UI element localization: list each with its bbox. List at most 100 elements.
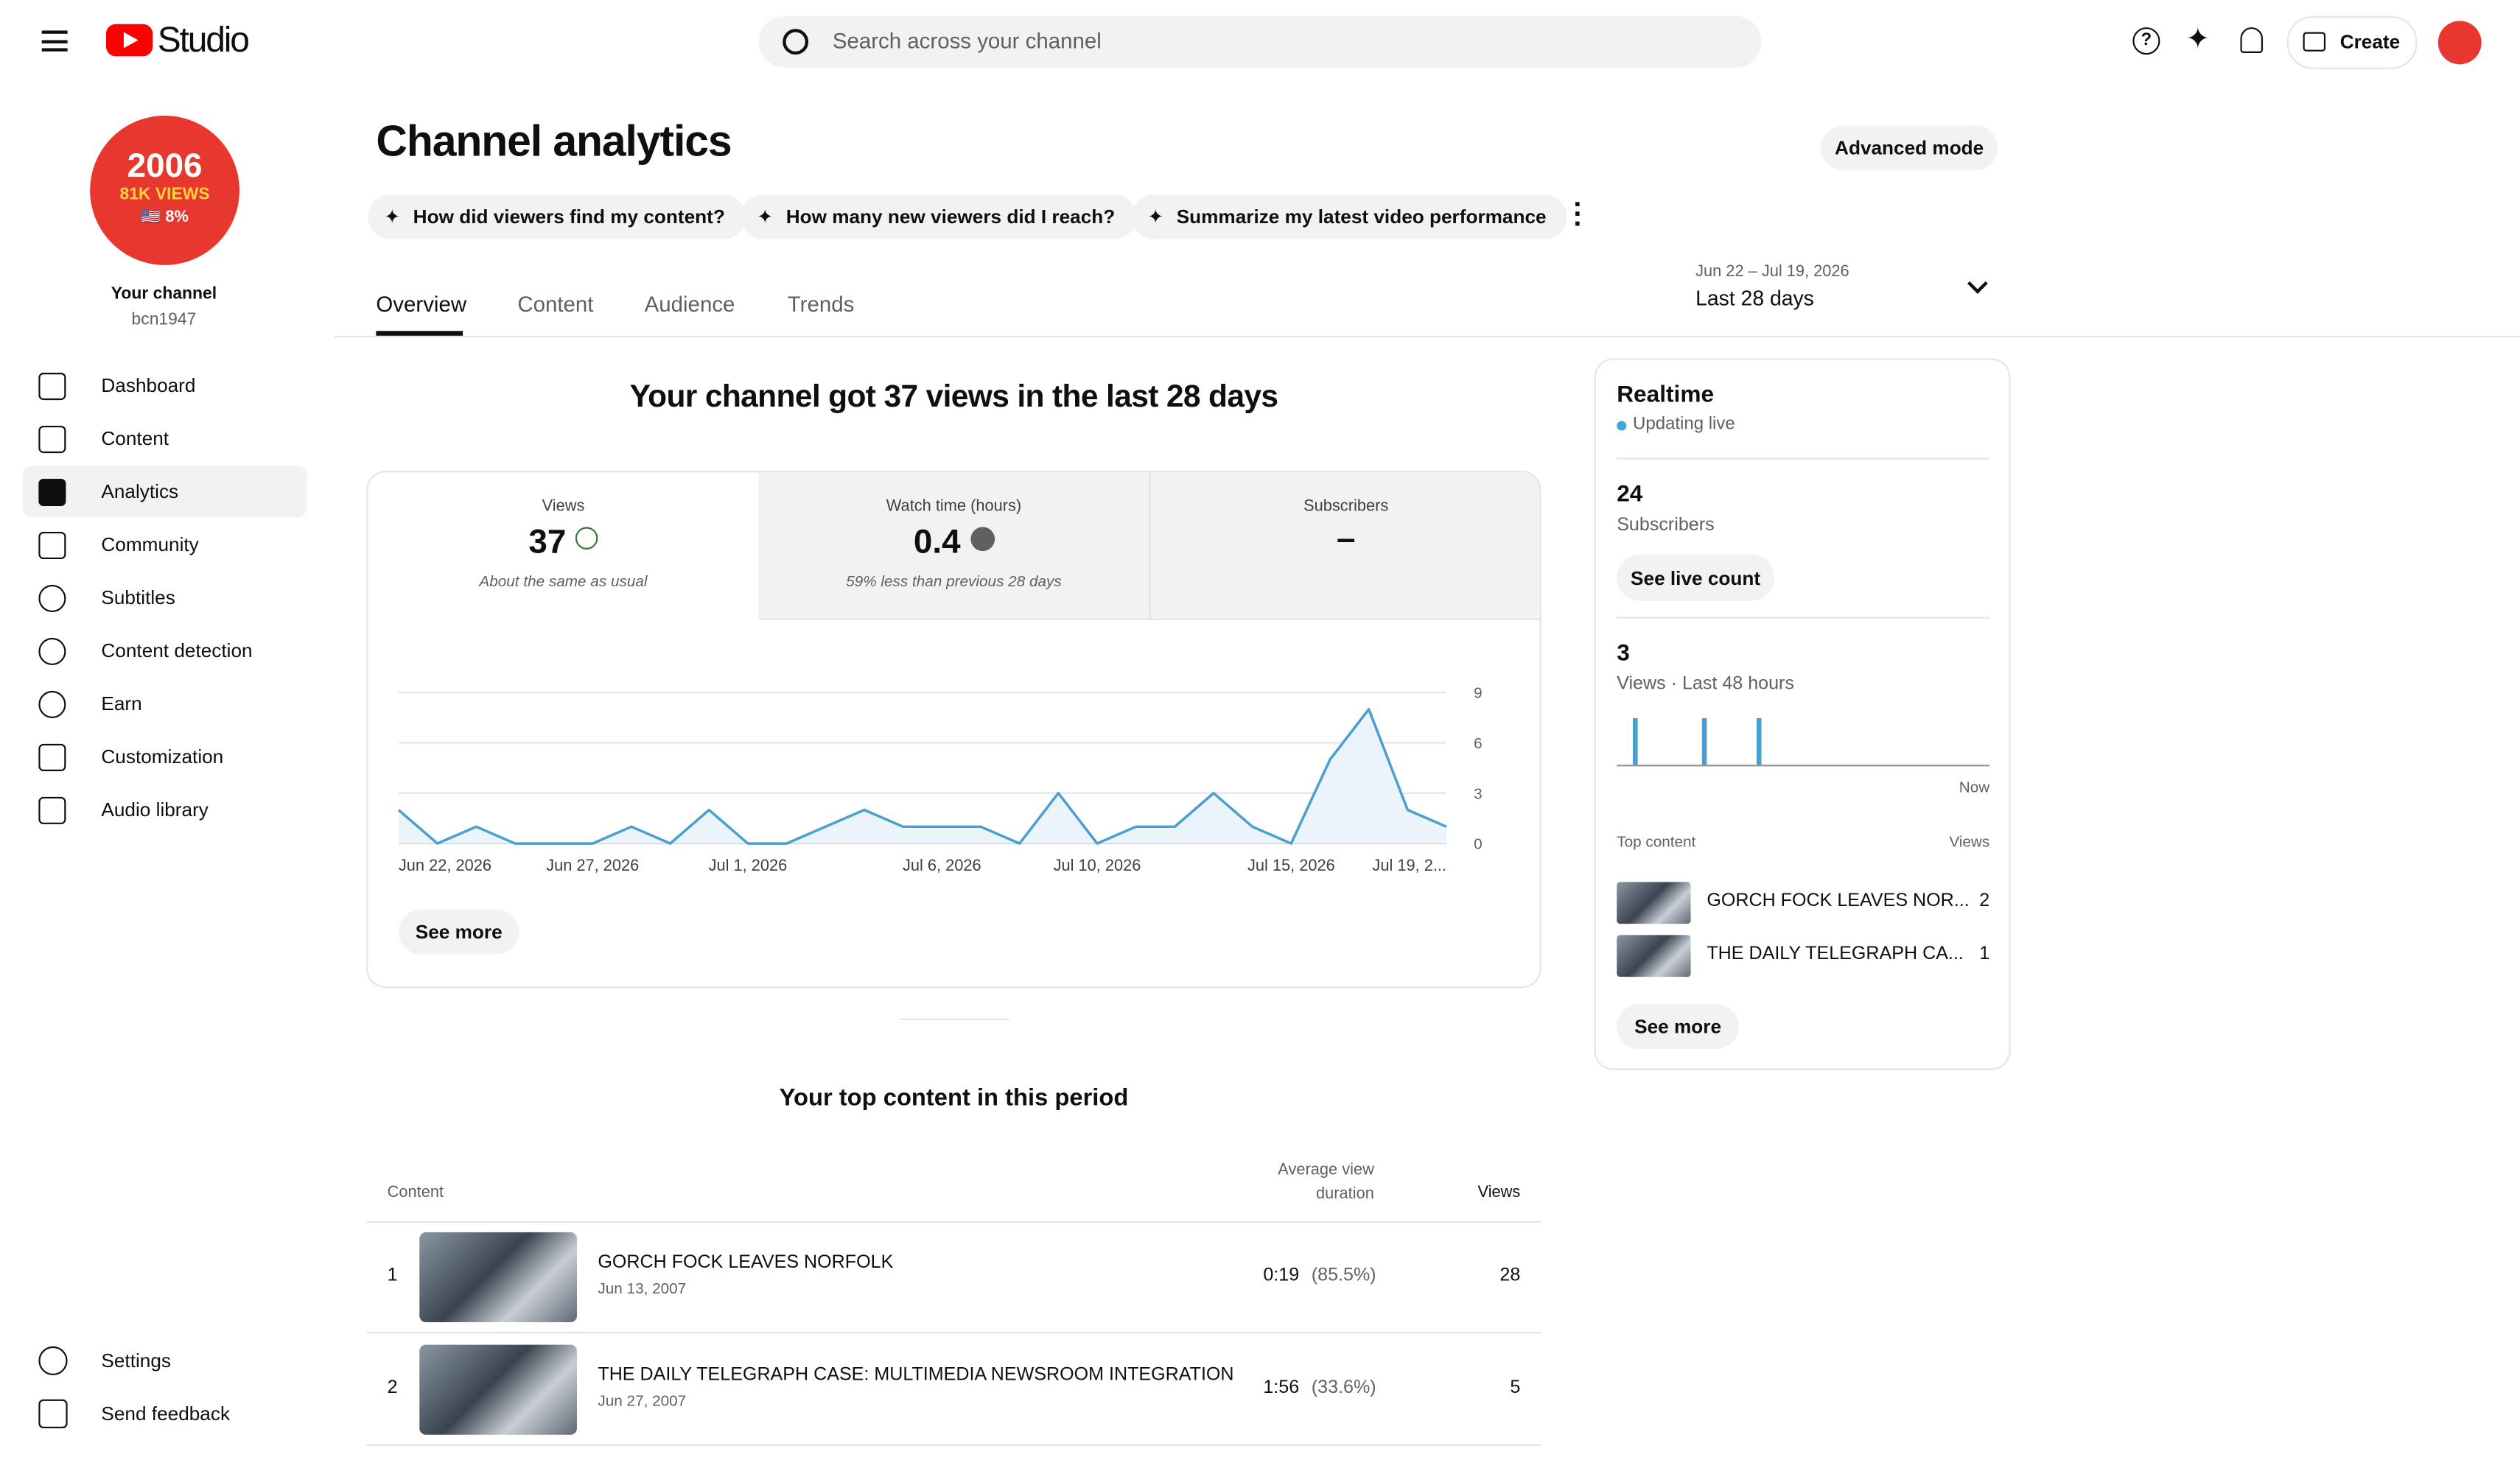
column-header[interactable]: Average view duration (1278, 1161, 1374, 1204)
tab[interactable]: Content (517, 292, 594, 317)
y-tick-label: 0 (1474, 836, 1483, 853)
top-video-title[interactable]: GORCH FOCK LEAVES NOR... (1707, 891, 1970, 911)
sparkle-button[interactable]: ✦ (2185, 22, 2211, 55)
metric-label[interactable]: Views (542, 498, 585, 516)
date-range-label[interactable]: Last 28 days (1695, 286, 1814, 310)
chip-label: How many new viewers did I reach? (785, 206, 1116, 228)
metric-value[interactable]: – (1336, 520, 1356, 558)
nav-item[interactable]: Dashboard (101, 374, 196, 397)
live-count-button[interactable]: See live count (1617, 554, 1774, 601)
avg-percent: (85.5%) (1311, 1265, 1376, 1285)
nav-item[interactable]: Customization (101, 745, 224, 768)
logo-text[interactable]: Studio (157, 19, 250, 60)
metric-value[interactable]: 0.4 (758, 524, 1149, 562)
thumbnail[interactable] (1617, 882, 1691, 924)
nav-item[interactable]: Earn (101, 692, 142, 715)
nav-icon (38, 425, 66, 454)
create-icon (2303, 32, 2326, 52)
avatar-line: 🇺🇸 8% (141, 208, 189, 227)
suggestion-chip[interactable]: ✦ Summarize my latest video performance (1131, 194, 1567, 239)
avg-duration: 0:19 (1263, 1265, 1300, 1285)
views: 28 (1499, 1265, 1521, 1285)
nav-icon (38, 1399, 68, 1429)
views: 5 (1510, 1378, 1521, 1398)
account-avatar[interactable] (2437, 21, 2482, 65)
see-more-button[interactable]: See more (1617, 1004, 1739, 1050)
nav-icon (38, 743, 66, 771)
advanced-mode-button[interactable]: Advanced mode (1821, 125, 1998, 171)
x-tick-label: Jul 10, 2026 (1054, 856, 1141, 874)
video-date: Jun 27, 2007 (598, 1393, 687, 1411)
date-range-dates[interactable]: Jun 22 – Jul 19, 2026 (1695, 263, 1849, 281)
chip-icon: ✦ (384, 206, 401, 228)
views-count: 3 (1617, 641, 1630, 667)
suggestion-chip[interactable]: ✦ How many new viewers did I reach? (741, 194, 1136, 239)
divider (1617, 617, 1990, 619)
metric-label[interactable]: Subscribers (1303, 498, 1389, 516)
divider (900, 1018, 1009, 1021)
realtime-status: Updating live (1633, 414, 1735, 434)
nav-item[interactable]: Subtitles (101, 586, 175, 609)
thumbnail[interactable] (1617, 935, 1691, 977)
x-tick-label: Jun 22, 2026 (399, 856, 491, 874)
search-box[interactable]: Search across your channel (758, 15, 1762, 68)
chip-label: How did viewers find my content? (413, 206, 725, 228)
page-title: Channel analytics (376, 117, 732, 166)
line-area (398, 709, 1447, 844)
nav-item[interactable]: Content (101, 427, 169, 450)
metric-note: About the same as usual (479, 573, 648, 591)
column-header[interactable]: Views (1477, 1184, 1521, 1202)
nav-item[interactable]: Send feedback (101, 1402, 231, 1425)
channel-avatar[interactable]: 2006 81K VIEWS 🇺🇸 8% (90, 116, 239, 265)
nav-item[interactable]: Audio library (101, 798, 209, 821)
subscriber-label: Subscribers (1617, 516, 1715, 536)
video-date: Jun 13, 2007 (598, 1280, 687, 1299)
video-title[interactable]: GORCH FOCK LEAVES NORFOLK (598, 1253, 894, 1273)
divider (1617, 457, 1990, 460)
tab[interactable]: Audience (644, 292, 735, 317)
nav-item[interactable]: Community (101, 533, 199, 556)
logo-icon[interactable] (105, 24, 153, 57)
nav-item[interactable]: Content detection (101, 639, 253, 662)
thumbnail[interactable] (419, 1232, 578, 1323)
down-icon (970, 527, 995, 552)
avg-duration: 1:56 (1263, 1378, 1300, 1398)
video-title[interactable]: THE DAILY TELEGRAPH CASE: MULTIMEDIA NEW… (598, 1365, 1234, 1386)
nav-icon (38, 690, 66, 718)
see-more-button[interactable]: See more (398, 909, 519, 955)
top-video-title[interactable]: THE DAILY TELEGRAPH CA... (1707, 944, 1964, 964)
metric-note: 59% less than previous 28 days (846, 573, 1062, 591)
nav-item[interactable]: Analytics (101, 480, 179, 503)
y-tick-label: 3 (1474, 785, 1483, 802)
nav-item[interactable]: Settings (101, 1349, 171, 1372)
menu-button[interactable] (41, 30, 68, 52)
nav-highlight (22, 466, 307, 518)
subscriber-count: 24 (1617, 482, 1643, 508)
metric-divider (1149, 472, 1151, 619)
notifications-button[interactable] (2240, 27, 2264, 53)
tab[interactable]: Overview (376, 292, 467, 317)
help-button[interactable]: ? (2132, 27, 2160, 55)
divider (334, 335, 2520, 338)
section-title: Your top content in this period (779, 1084, 1129, 1112)
views-label: Views · Last 48 hours (1617, 675, 1794, 695)
overview-card: Views 37 About the same as usual Watch t… (366, 471, 1541, 989)
tab[interactable]: Trends (787, 292, 855, 317)
create-button[interactable]: Create (2286, 15, 2418, 69)
thumbnail[interactable] (419, 1344, 578, 1435)
metric-label[interactable]: Watch time (hours) (886, 498, 1022, 516)
x-tick-label: Jul 19, 2... (1372, 856, 1446, 874)
divider (366, 1332, 1541, 1334)
nav-icon (38, 796, 66, 824)
channel-handle: bcn1947 (131, 309, 197, 330)
realtime-title: Realtime (1617, 382, 1715, 409)
headline: Your channel got 37 views in the last 28… (629, 379, 1278, 415)
realtime-axis (1617, 765, 1990, 767)
x-tick-label: Jul 6, 2026 (903, 856, 981, 874)
metric-value[interactable]: 37 (368, 524, 758, 562)
top-video-views: 1 (1979, 944, 1990, 964)
suggestion-chip[interactable]: ✦ How did viewers find my content? (368, 194, 746, 239)
chip-icon: ✦ (757, 206, 774, 228)
